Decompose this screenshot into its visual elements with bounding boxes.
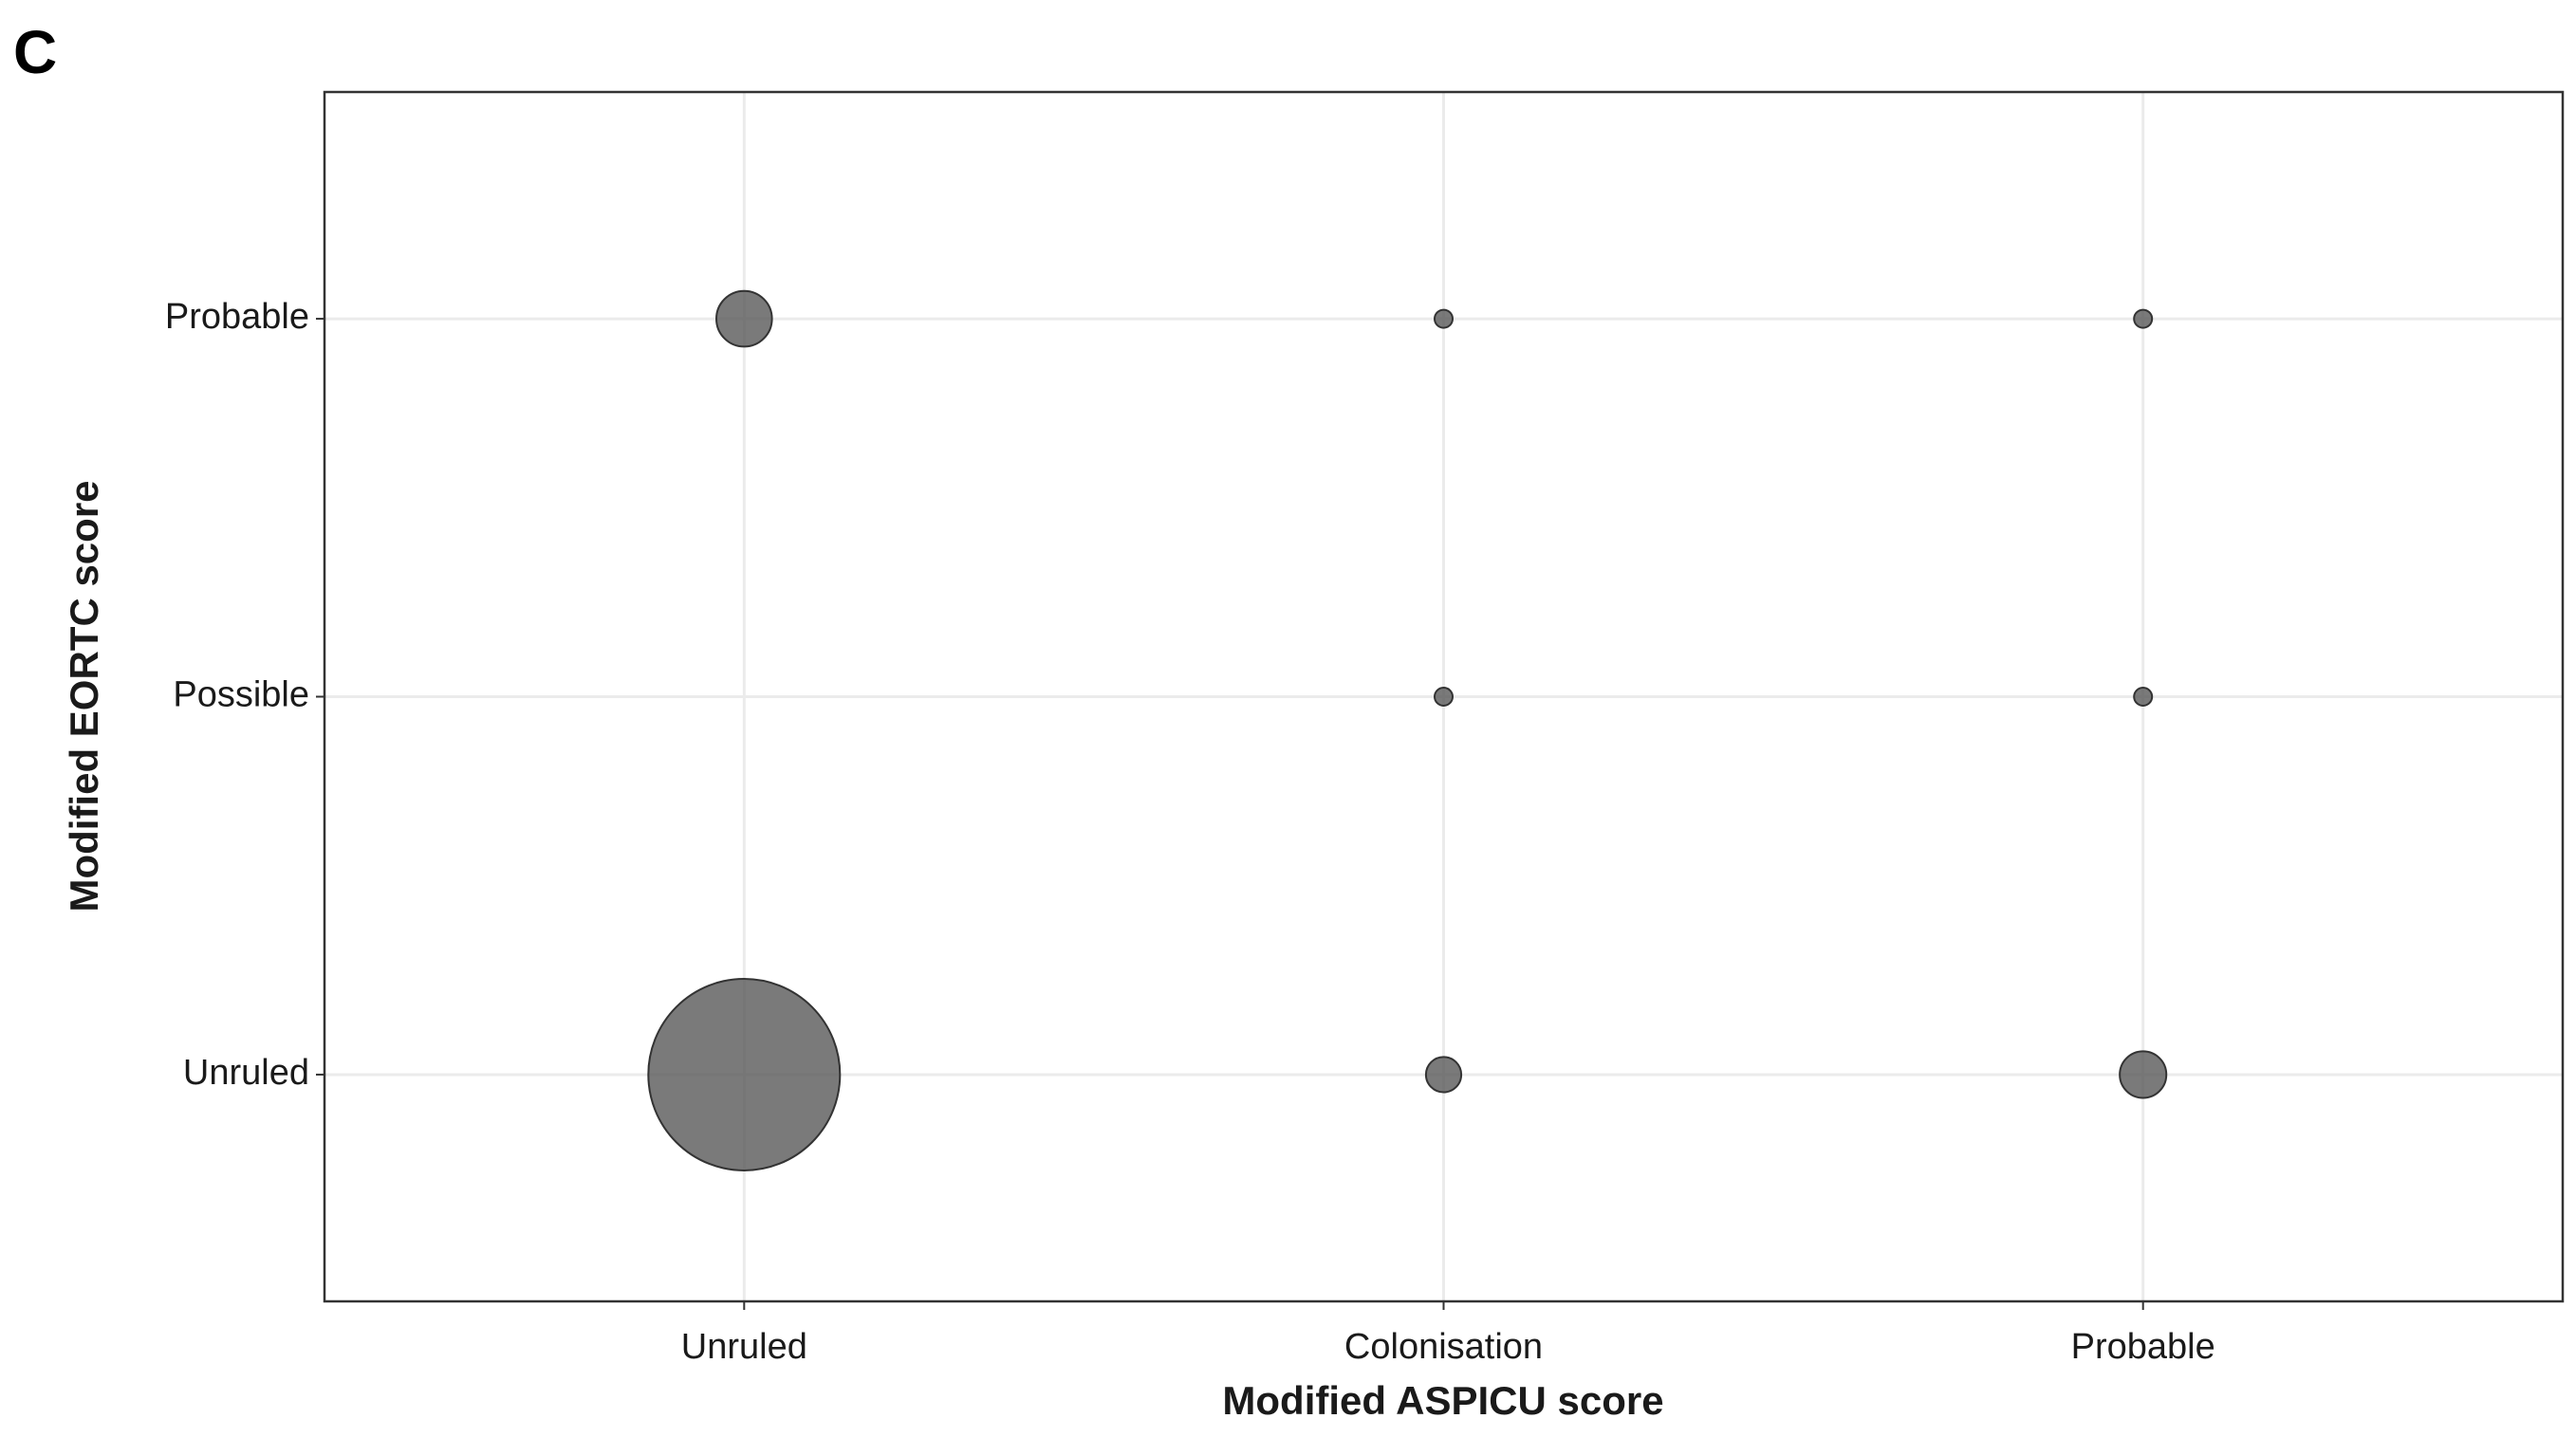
- bubble: [2119, 1050, 2168, 1099]
- panel-border: [323, 90, 2565, 1303]
- y-tick-label: Probable: [165, 297, 309, 337]
- panel-label: C: [13, 18, 57, 86]
- y-axis-title: Modified EORTC score: [62, 480, 106, 912]
- x-tick-label: Unruled: [681, 1327, 807, 1367]
- bubble: [647, 977, 842, 1171]
- bubble: [1434, 687, 1454, 707]
- bubble: [1434, 308, 1454, 329]
- bubble: [715, 289, 773, 348]
- bubble: [2133, 687, 2154, 707]
- x-tick-label: Probable: [2071, 1327, 2215, 1367]
- x-axis-title: Modified ASPICU score: [1222, 1378, 1663, 1423]
- bubble: [2133, 308, 2154, 329]
- y-tick-label: Possible: [173, 675, 309, 715]
- y-tick-label: Unruled: [183, 1053, 309, 1093]
- x-tick-label: Colonisation: [1344, 1327, 1543, 1367]
- bubble: [1424, 1056, 1463, 1094]
